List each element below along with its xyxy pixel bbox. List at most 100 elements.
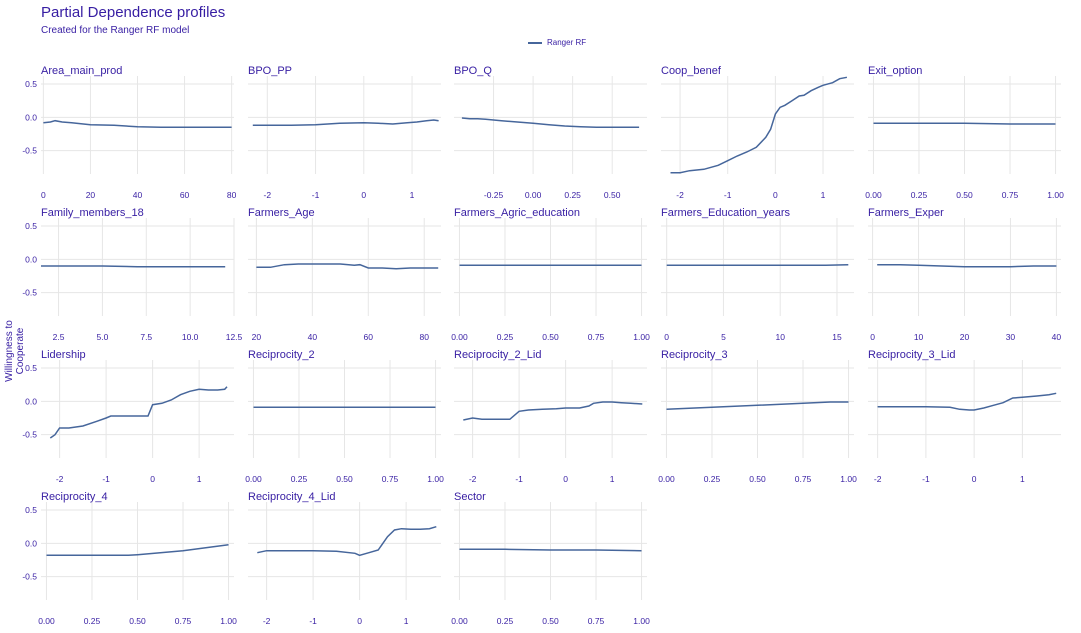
x-tick-label: 0.50 bbox=[749, 474, 766, 484]
y-tick-label: 0.0 bbox=[25, 254, 37, 264]
x-tick-label: 0.50 bbox=[604, 190, 621, 200]
x-tick-label: 0.25 bbox=[704, 474, 721, 484]
y-tick-label: 0.5 bbox=[25, 79, 37, 89]
panel-title: Reciprocity_2 bbox=[248, 349, 315, 361]
x-tick-label: 1 bbox=[821, 190, 826, 200]
panel-reciprocity-2: Reciprocity_2 0.00 0.25 0.50 0.75 1.00 bbox=[245, 349, 444, 484]
panel-title: Reciprocity_3_Lid bbox=[868, 349, 955, 361]
series-line-ranger-rf bbox=[46, 543, 229, 557]
panel-farmers-education-years: Farmers_Education_years 0 5 10 15 bbox=[661, 207, 854, 342]
panel-title: Reciprocity_2_Lid bbox=[454, 349, 541, 361]
panel-title: Coop_benef bbox=[661, 65, 722, 77]
y-tick-label: 0.5 bbox=[25, 505, 37, 515]
series-line-ranger-rf bbox=[49, 386, 228, 439]
series-line-ranger-rf bbox=[41, 265, 226, 268]
x-tick-label: 0 bbox=[870, 332, 875, 342]
x-tick-label: 0 bbox=[41, 190, 46, 200]
x-tick-label: -1 bbox=[309, 616, 317, 626]
x-tick-label: 0.75 bbox=[1002, 190, 1019, 200]
x-tick-label: -2 bbox=[263, 616, 271, 626]
series-line-ranger-rf bbox=[43, 119, 232, 129]
x-tick-label: 0.25 bbox=[84, 616, 101, 626]
panel-bpo-pp: BPO_PP -2 -1 0 1 bbox=[248, 65, 441, 200]
x-tick-label: 0.00 bbox=[451, 332, 468, 342]
x-tick-label: 0.00 bbox=[451, 616, 468, 626]
series-line-ranger-rf bbox=[463, 401, 643, 421]
x-tick-label: 20 bbox=[252, 332, 262, 342]
x-tick-label: 0.75 bbox=[588, 332, 605, 342]
panel-farmers-exper: Farmers_Exper 0 10 20 30 40 bbox=[868, 207, 1061, 342]
x-tick-label: 0 bbox=[773, 190, 778, 200]
y-tick-label: 0.0 bbox=[25, 396, 37, 406]
x-tick-label: 80 bbox=[227, 190, 237, 200]
x-tick-label: -2 bbox=[469, 474, 477, 484]
chart-title: Partial Dependence profiles bbox=[41, 4, 226, 21]
panel-title: BPO_PP bbox=[248, 65, 292, 77]
panel-farmers-agric-education: Farmers_Agric_education 0.00 0.25 0.50 0.75 1… bbox=[451, 207, 650, 342]
panel-farmers-age: Farmers_Age 20 40 60 80 bbox=[248, 207, 441, 342]
panel-bpo-q: BPO_Q -0.25 0.00 0.25 0.50 bbox=[454, 65, 647, 200]
x-tick-label: 0.25 bbox=[497, 616, 514, 626]
panel-title: Sector bbox=[454, 491, 486, 503]
x-tick-label: 0.50 bbox=[336, 474, 353, 484]
panel-title: Reciprocity_4_Lid bbox=[248, 491, 335, 503]
x-tick-label: -2 bbox=[676, 190, 684, 200]
x-tick-label: 1 bbox=[610, 474, 615, 484]
chart-subtitle: Created for the Ranger RF model bbox=[41, 25, 190, 36]
y-tick-label: -0.5 bbox=[22, 430, 37, 440]
x-tick-label: 0.25 bbox=[497, 332, 514, 342]
legend-line-key bbox=[528, 41, 542, 44]
panel-family-members-18: 0.5 0.0 -0.5 Family_members_18 2.5 5.0 7.5 10.0… bbox=[22, 207, 242, 342]
x-tick-label: 0 bbox=[664, 332, 669, 342]
panel-title: Reciprocity_3 bbox=[661, 349, 728, 361]
x-tick-label: 10 bbox=[914, 332, 924, 342]
x-tick-label: 0.50 bbox=[542, 616, 559, 626]
x-tick-label: -2 bbox=[874, 474, 882, 484]
x-tick-label: 1 bbox=[197, 474, 202, 484]
x-tick-label: 5 bbox=[721, 332, 726, 342]
series-line-ranger-rf bbox=[666, 263, 849, 267]
panel-reciprocity-3-lid: Reciprocity_3_Lid -2 -1 0 1 bbox=[868, 349, 1061, 484]
x-tick-label: 20 bbox=[960, 332, 970, 342]
series-line-ranger-rf bbox=[873, 122, 1056, 125]
series-line-ranger-rf bbox=[256, 263, 439, 270]
x-tick-label: 0.00 bbox=[38, 616, 55, 626]
x-tick-label: 0.75 bbox=[795, 474, 812, 484]
x-tick-label: 20 bbox=[86, 190, 96, 200]
x-tick-label: 0.25 bbox=[564, 190, 581, 200]
x-tick-label: 0.75 bbox=[175, 616, 192, 626]
x-tick-label: -1 bbox=[102, 474, 110, 484]
x-tick-label: 80 bbox=[419, 332, 429, 342]
x-tick-label: 1 bbox=[1020, 474, 1025, 484]
x-tick-label: 60 bbox=[364, 332, 374, 342]
x-tick-label: 0.00 bbox=[245, 474, 262, 484]
x-tick-label: 10.0 bbox=[182, 332, 199, 342]
x-tick-label: 1.00 bbox=[220, 616, 237, 626]
x-tick-label: -2 bbox=[56, 474, 64, 484]
panel-title: Farmers_Education_years bbox=[661, 207, 791, 219]
y-tick-label: 0.0 bbox=[25, 112, 37, 122]
x-tick-label: 15 bbox=[832, 332, 842, 342]
x-tick-label: 1.00 bbox=[427, 474, 444, 484]
x-tick-label: 0.50 bbox=[956, 190, 973, 200]
x-tick-label: 1.00 bbox=[1047, 190, 1064, 200]
panel-title: Farmers_Age bbox=[248, 207, 315, 219]
y-tick-label: -0.5 bbox=[22, 288, 37, 298]
x-tick-label: 10 bbox=[775, 332, 785, 342]
x-tick-label: 0 bbox=[150, 474, 155, 484]
legend: Ranger RF bbox=[528, 38, 586, 47]
x-tick-label: 0.50 bbox=[129, 616, 146, 626]
y-tick-label: 0.5 bbox=[25, 363, 37, 373]
x-tick-label: -1 bbox=[515, 474, 523, 484]
x-tick-label: 7.5 bbox=[140, 332, 152, 342]
x-tick-label: 0.00 bbox=[658, 474, 675, 484]
x-tick-label: 0 bbox=[357, 616, 362, 626]
x-tick-label: 0.75 bbox=[382, 474, 399, 484]
panel-lidership: 0.5 0.0 -0.5 Lidership -2 -1 0 1 bbox=[22, 349, 234, 484]
panel-title: Area_main_prod bbox=[41, 65, 122, 77]
x-tick-label: 0 bbox=[361, 190, 366, 200]
x-tick-label: 40 bbox=[133, 190, 143, 200]
panel-title: Farmers_Exper bbox=[868, 207, 944, 219]
y-tick-label: -0.5 bbox=[22, 572, 37, 582]
